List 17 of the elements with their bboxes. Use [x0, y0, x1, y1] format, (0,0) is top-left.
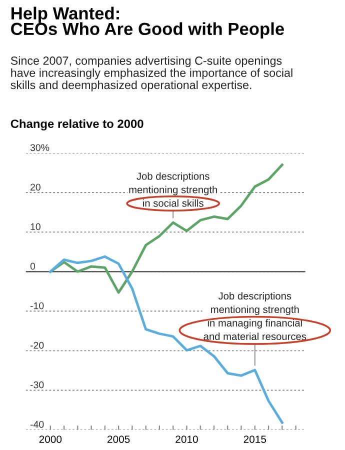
x-tick-label: 2015 — [244, 436, 266, 443]
y-tick-label: -10 — [30, 302, 44, 310]
y-tick-label: 30% — [30, 144, 50, 152]
y-axis-title: Change relative to 2000 — [10, 119, 144, 130]
x-tick-label: 2000 — [39, 436, 62, 443]
y-tick-label: 20 — [30, 184, 40, 191]
chart-subtitle: Since 2007, companies advertising C-suite openings have increasingly emphasized the importance of social skills and deemphasized operational expertise. — [10, 56, 292, 92]
annotation: Job descriptions mentioning strength in social skills — [129, 172, 217, 207]
y-tick-label: -40 — [30, 420, 44, 428]
y-tick-label: -30 — [30, 381, 44, 388]
y-tick-label: 10 — [30, 223, 40, 230]
x-tick-label: 2005 — [108, 436, 130, 443]
y-tick-label: -20 — [30, 342, 44, 349]
annotation: Job descriptions mentioning strength in managing financial and material resources — [204, 292, 306, 340]
y-tick-label: 0 — [30, 262, 36, 270]
chart-title: Help Wanted: CEOs Who Are Good with People — [11, 6, 284, 38]
x-tick-label: 2010 — [176, 436, 198, 443]
